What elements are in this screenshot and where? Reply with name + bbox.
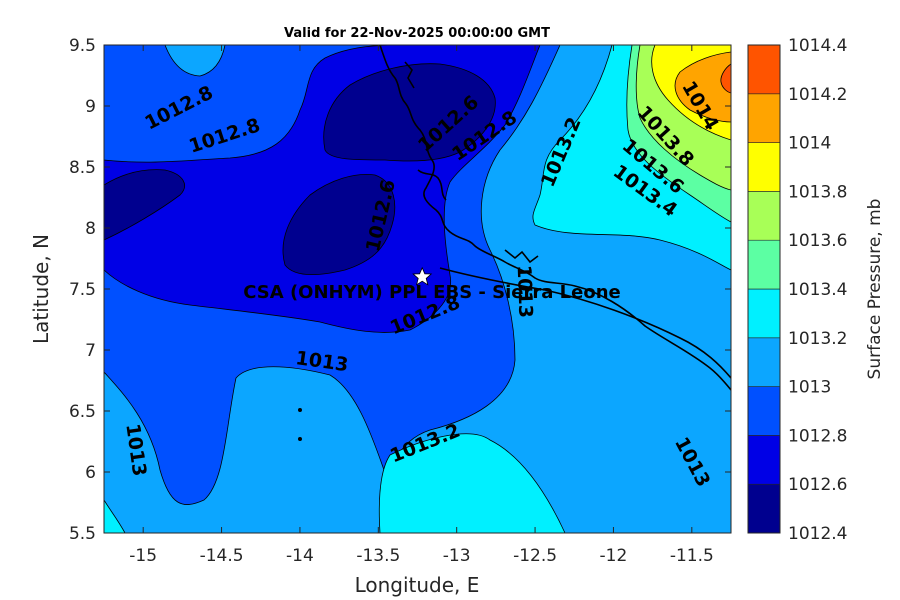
star-icon: [412, 266, 433, 286]
colorbar-swatch: [747, 191, 781, 241]
x-tick-label: -14: [286, 546, 314, 566]
plot-title: Valid for 22-Nov-2025 00:00:00 GMT: [284, 26, 550, 41]
y-tick-label: 8.5: [69, 158, 96, 178]
y-axis-label: Latitude, N: [29, 234, 53, 344]
band-1013-2-notch: [164, 45, 226, 77]
colorbar-swatch: [747, 239, 781, 290]
x-tick-label: -15: [129, 546, 157, 566]
colorbar-tick-label: 1014: [788, 134, 831, 154]
y-tick-label: 8: [85, 219, 96, 239]
y-tick-label: 7.5: [69, 280, 96, 300]
x-axis-label: Longitude, E: [355, 573, 480, 597]
colorbar-tick-label: 1012.4: [788, 524, 847, 544]
band-1014-2: [720, 63, 731, 94]
band-1013-southwest: [104, 366, 401, 533]
colorbar-tick-label: 1013.6: [788, 231, 847, 251]
band-1012-4-center: [282, 174, 396, 276]
y-tick-label: 9.5: [69, 36, 96, 56]
y-tick-label: 9: [85, 97, 96, 117]
x-tick-label: -12: [600, 546, 628, 566]
colorbar-frame: [747, 44, 781, 534]
colorbar-tick-label: 1012.6: [788, 475, 847, 495]
colorbar-swatch: [747, 386, 781, 436]
colorbar-swatch: [747, 337, 781, 387]
band-1013-2-south: [378, 433, 566, 533]
y-tick-label: 6.5: [69, 402, 96, 422]
x-tick-label: -14.5: [200, 546, 244, 566]
colorbar-swatch: [747, 288, 781, 339]
colorbar-tick-label: 1013.8: [788, 182, 847, 202]
colorbar-tick-label: 1013.2: [788, 329, 847, 349]
colorbar-swatch: [747, 483, 781, 534]
colorbar-tick-label: 1014.2: [788, 85, 847, 105]
x-tick-label: -13.5: [356, 546, 400, 566]
y-axis: 5.5 6 6.5 7 7.5 8 8.5 9 9.5: [69, 36, 731, 544]
x-axis: -15 -14.5 -14 -13.5 -13 -12.5 -12 -11.5: [129, 45, 714, 566]
x-tick-label: -13: [443, 546, 471, 566]
band-1014: [674, 51, 731, 123]
colorbar-swatch: [747, 142, 781, 192]
colorbar: 1012.4 1012.6 1012.8 1013 1013.2 1013.4 1013.6…: [747, 36, 847, 544]
contour-label: 1013: [513, 265, 537, 319]
band-1012-4-west: [104, 169, 185, 241]
colorbar-tick-label: 1014.4: [788, 36, 847, 56]
y-tick-label: 7: [85, 341, 96, 361]
x-tick-label: -12.5: [513, 546, 557, 566]
colorbar-swatch: [747, 93, 781, 143]
y-tick-label: 5.5: [69, 524, 96, 544]
y-tick-label: 6: [85, 463, 96, 483]
colorbar-label: Surface Pressure, mb: [865, 199, 885, 380]
band-1013-2-corner: [104, 499, 126, 533]
station-label: CSA (ONHYM) PPL EBS - Sierra Leone: [243, 282, 620, 303]
colorbar-swatch: [747, 44, 781, 95]
colorbar-tick-label: 1013.4: [788, 280, 847, 300]
coastline: [297, 45, 731, 441]
x-tick-label: -11.5: [670, 546, 714, 566]
colorbar-swatch: [747, 435, 781, 485]
colorbar-tick-label: 1012.8: [788, 426, 847, 446]
colorbar-tick-label: 1013: [788, 378, 831, 398]
station-marker: CSA (ONHYM) PPL EBS - Sierra Leone: [243, 266, 621, 303]
